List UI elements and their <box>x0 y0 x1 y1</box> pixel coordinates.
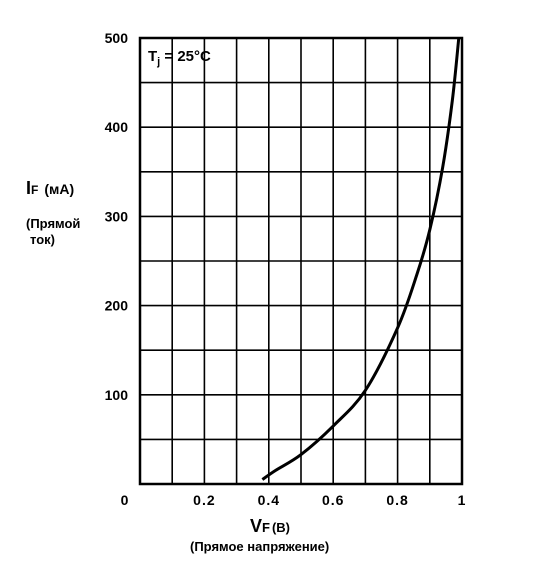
x-tick-label: 1 <box>458 492 467 508</box>
x-tick-label: 0 <box>121 492 130 508</box>
x-tick-label: 0.8 <box>386 492 408 508</box>
x-axis-description: (Прямое напряжение) <box>190 539 330 554</box>
grid-lines <box>139 37 463 485</box>
series-curve <box>261 37 461 481</box>
x-tick-label: 0.4 <box>258 492 280 508</box>
y-tick-label: 100 <box>105 387 129 403</box>
y-tick-label: 400 <box>105 119 129 135</box>
temperature-annotation: Tj = 25°C <box>148 48 211 68</box>
plot-frame <box>138 36 464 486</box>
y-axis-label: IF (мА) <box>26 178 75 198</box>
y-tick-label: 300 <box>105 208 129 224</box>
x-tick-label: 0.2 <box>193 492 215 508</box>
y-axis-description: (Прямой ток) <box>26 216 81 247</box>
tick-labels: 100 200 300 400 500 0 0.2 0.4 0.6 0.8 1 <box>105 30 467 508</box>
x-axis-label: VF (В) <box>250 516 291 536</box>
x-tick-label: 0.6 <box>322 492 344 508</box>
y-tick-label: 200 <box>105 298 129 314</box>
y-tick-label: 500 <box>105 30 129 46</box>
